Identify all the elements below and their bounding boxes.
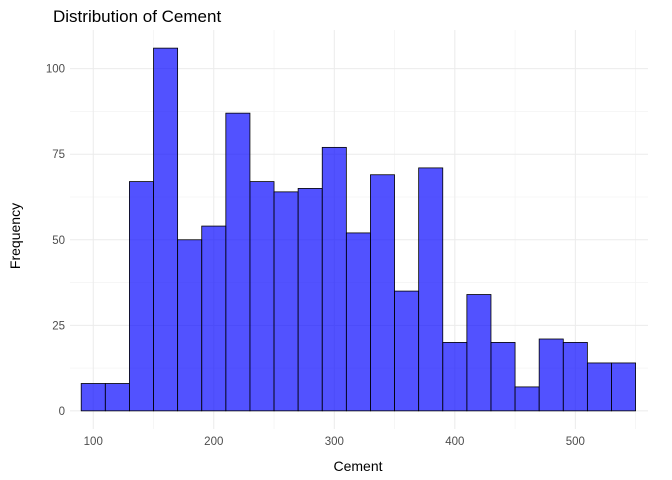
histogram-bar xyxy=(586,362,612,412)
y-tick-label: 25 xyxy=(52,320,65,332)
histogram-bar xyxy=(104,383,130,412)
x-tick-label: 200 xyxy=(204,436,223,448)
histogram-bar xyxy=(249,181,275,412)
histogram-bar xyxy=(129,181,154,412)
x-axis-title: Cement xyxy=(333,458,382,474)
histogram-bar xyxy=(538,338,564,412)
x-tick-label: 300 xyxy=(325,436,344,448)
histogram-bar xyxy=(490,342,516,412)
histogram-bar xyxy=(225,112,251,412)
histogram-bar xyxy=(611,362,636,412)
histogram-bar xyxy=(321,146,347,412)
y-tick-label: 50 xyxy=(52,235,65,247)
histogram-bar xyxy=(177,239,203,412)
y-tick-label: 75 xyxy=(52,149,65,161)
x-axis-ticks: 100 200 300 400 500 xyxy=(84,436,585,448)
y-axis-ticks: 0 25 50 75 100 xyxy=(46,64,65,418)
histogram-bar xyxy=(370,174,395,412)
histogram-bar xyxy=(562,342,588,412)
histogram-bar xyxy=(442,342,468,412)
histogram-bar xyxy=(345,232,371,412)
histogram-bar xyxy=(153,47,179,412)
y-axis-title: Frequency xyxy=(7,203,23,269)
histogram-bar xyxy=(514,386,540,412)
histogram-bar xyxy=(201,225,227,412)
histogram-bar xyxy=(418,167,444,412)
y-tick-label: 0 xyxy=(59,406,65,418)
histogram-bar xyxy=(394,290,420,412)
histogram-bar xyxy=(466,294,492,412)
histogram-bar xyxy=(297,188,323,412)
chart-title: Distribution of Cement xyxy=(53,7,221,26)
x-tick-label: 100 xyxy=(84,436,103,448)
histogram-bar xyxy=(80,383,106,412)
histogram-bar xyxy=(273,191,299,412)
y-tick-label: 100 xyxy=(46,64,65,76)
histogram-bars xyxy=(80,47,636,412)
x-tick-label: 500 xyxy=(566,436,585,448)
x-tick-label: 400 xyxy=(445,436,464,448)
